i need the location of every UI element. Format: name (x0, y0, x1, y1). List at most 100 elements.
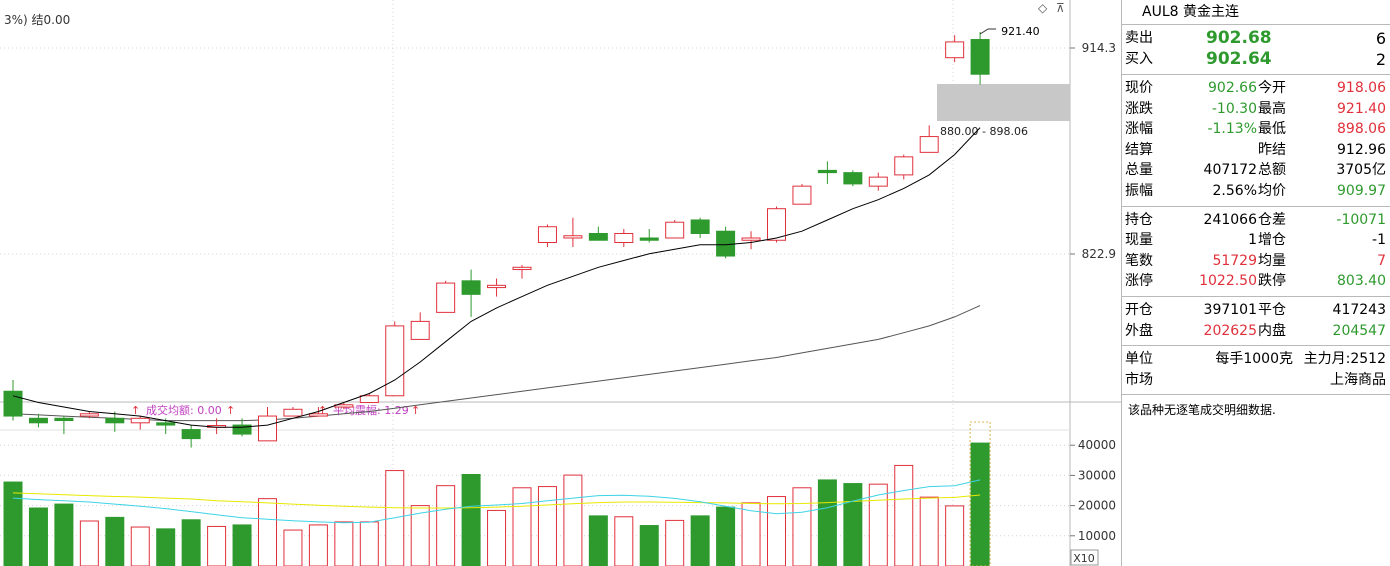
candle-body[interactable] (894, 156, 914, 176)
volume-bar[interactable] (639, 525, 659, 566)
candle-body[interactable] (79, 413, 99, 417)
bid-row[interactable]: 买入 902.64 2 (1122, 49, 1390, 70)
volume-info-label: 成交均额: 0.00 (146, 403, 222, 417)
volume-bar[interactable] (690, 515, 710, 566)
volume-bar[interactable] (792, 487, 812, 566)
candle-body[interactable] (817, 169, 837, 174)
candle-body[interactable] (436, 282, 456, 313)
kline-chart[interactable]: 914.3 822.9 40000 30000 20000 10000 X10 3%) 结0.… (0, 0, 1121, 566)
candle-body[interactable] (563, 235, 583, 239)
candle-body[interactable] (487, 284, 507, 289)
candle-body[interactable] (970, 39, 990, 75)
candle-body[interactable] (105, 417, 125, 424)
volume-bar[interactable] (232, 524, 252, 566)
candle-body[interactable] (512, 266, 532, 271)
volume-bar[interactable] (665, 519, 685, 566)
volume-bar[interactable] (308, 524, 328, 566)
volume-bar[interactable] (54, 503, 74, 566)
candle-body[interactable] (945, 41, 965, 59)
candle-body[interactable] (461, 280, 481, 295)
volume-bar[interactable] (79, 520, 99, 566)
candle-body[interactable] (767, 208, 786, 241)
stat-label: 现量 (1125, 232, 1153, 249)
candle-body[interactable] (868, 176, 888, 187)
volume-bar[interactable] (436, 485, 456, 566)
volume-bar[interactable] (359, 521, 379, 566)
stat-label: 内盘 (1258, 322, 1286, 339)
stat-label: 涨幅 (1125, 121, 1153, 138)
volume-bar[interactable] (894, 464, 914, 566)
candle-body[interactable] (614, 232, 634, 244)
volume-bar[interactable] (410, 505, 430, 566)
candle-body[interactable] (181, 429, 201, 440)
candle-body[interactable] (28, 417, 48, 424)
candle-body[interactable] (3, 390, 23, 417)
candle-body[interactable] (232, 424, 252, 435)
candle-body[interactable] (537, 226, 557, 244)
candle-body[interactable] (665, 221, 685, 239)
collapse-icon[interactable]: ⊼ (1056, 1, 1065, 15)
volume-bar[interactable] (130, 526, 150, 566)
volume-ma-yellow-line (12, 492, 981, 509)
ma-short-line (12, 127, 981, 428)
volume-bar[interactable] (487, 509, 507, 566)
candle-body[interactable] (639, 237, 659, 241)
volume-bar[interactable] (563, 474, 583, 566)
volume-bar[interactable] (385, 470, 405, 566)
candle-body[interactable] (792, 185, 812, 205)
stat-value: 397101 (1203, 301, 1257, 318)
volume-bar[interactable] (28, 507, 48, 566)
candle-body[interactable] (741, 237, 761, 241)
ask-row[interactable]: 卖出 902.68 6 (1122, 28, 1390, 49)
candle-body[interactable] (843, 172, 863, 185)
candle-body[interactable] (359, 395, 379, 404)
volume-bar[interactable] (283, 529, 303, 566)
stat-label: 均价 (1258, 182, 1286, 199)
candle-body[interactable] (385, 325, 405, 397)
volume-bar[interactable] (334, 521, 354, 566)
candle-body[interactable] (308, 413, 328, 417)
chart-svg[interactable]: 914.3 822.9 40000 30000 20000 10000 X10 3%) 结0.… (0, 0, 1121, 566)
volume-bar[interactable] (181, 519, 201, 566)
stat-value: 1022.50 (1199, 273, 1257, 290)
candle-body[interactable] (919, 136, 939, 153)
volume-bar[interactable] (614, 516, 634, 566)
market-row: 市场 上海商品 (1122, 370, 1390, 391)
volume-bar[interactable] (3, 481, 23, 566)
candle-body[interactable] (54, 417, 74, 422)
volume-bar[interactable] (588, 515, 608, 566)
candle-body[interactable] (410, 320, 430, 340)
volume-bar[interactable] (461, 473, 481, 566)
diamond-icon[interactable]: ◇ (1038, 1, 1048, 15)
arrow-up-icon: ↑ (131, 404, 140, 417)
volume-bar[interactable] (105, 516, 125, 566)
stat-label: 开仓 (1125, 301, 1153, 318)
current-bar-marker (969, 421, 991, 566)
volume-bar[interactable] (843, 483, 863, 566)
stat-value: 51729 (1212, 252, 1257, 269)
bid-qty: 2 (1375, 50, 1386, 69)
volume-bar[interactable] (741, 502, 761, 566)
volume-bar[interactable] (970, 442, 990, 566)
candle-body[interactable] (156, 422, 176, 426)
volume-bar[interactable] (156, 528, 176, 566)
volume-bar[interactable] (767, 496, 786, 566)
stat-label: 仓差 (1258, 211, 1286, 228)
volume-bar[interactable] (919, 496, 939, 566)
stat-label: 跌停 (1258, 273, 1286, 290)
candle-body[interactable] (588, 232, 608, 241)
volume-bar[interactable] (817, 479, 837, 566)
volume-bar[interactable] (207, 525, 227, 566)
candle-body[interactable] (716, 230, 736, 257)
volume-bar[interactable] (512, 487, 532, 566)
volume-bar[interactable] (945, 505, 965, 566)
stat-label: 外盘 (1125, 322, 1153, 339)
candle-body[interactable] (283, 408, 303, 417)
volume-bar[interactable] (537, 486, 557, 566)
stat-label: 涨停 (1125, 273, 1153, 290)
candle-body[interactable] (690, 219, 710, 234)
candle-body[interactable] (130, 417, 150, 424)
volume-bar[interactable] (716, 506, 736, 566)
volume-bar[interactable] (258, 498, 277, 566)
candle-body[interactable] (258, 415, 277, 442)
